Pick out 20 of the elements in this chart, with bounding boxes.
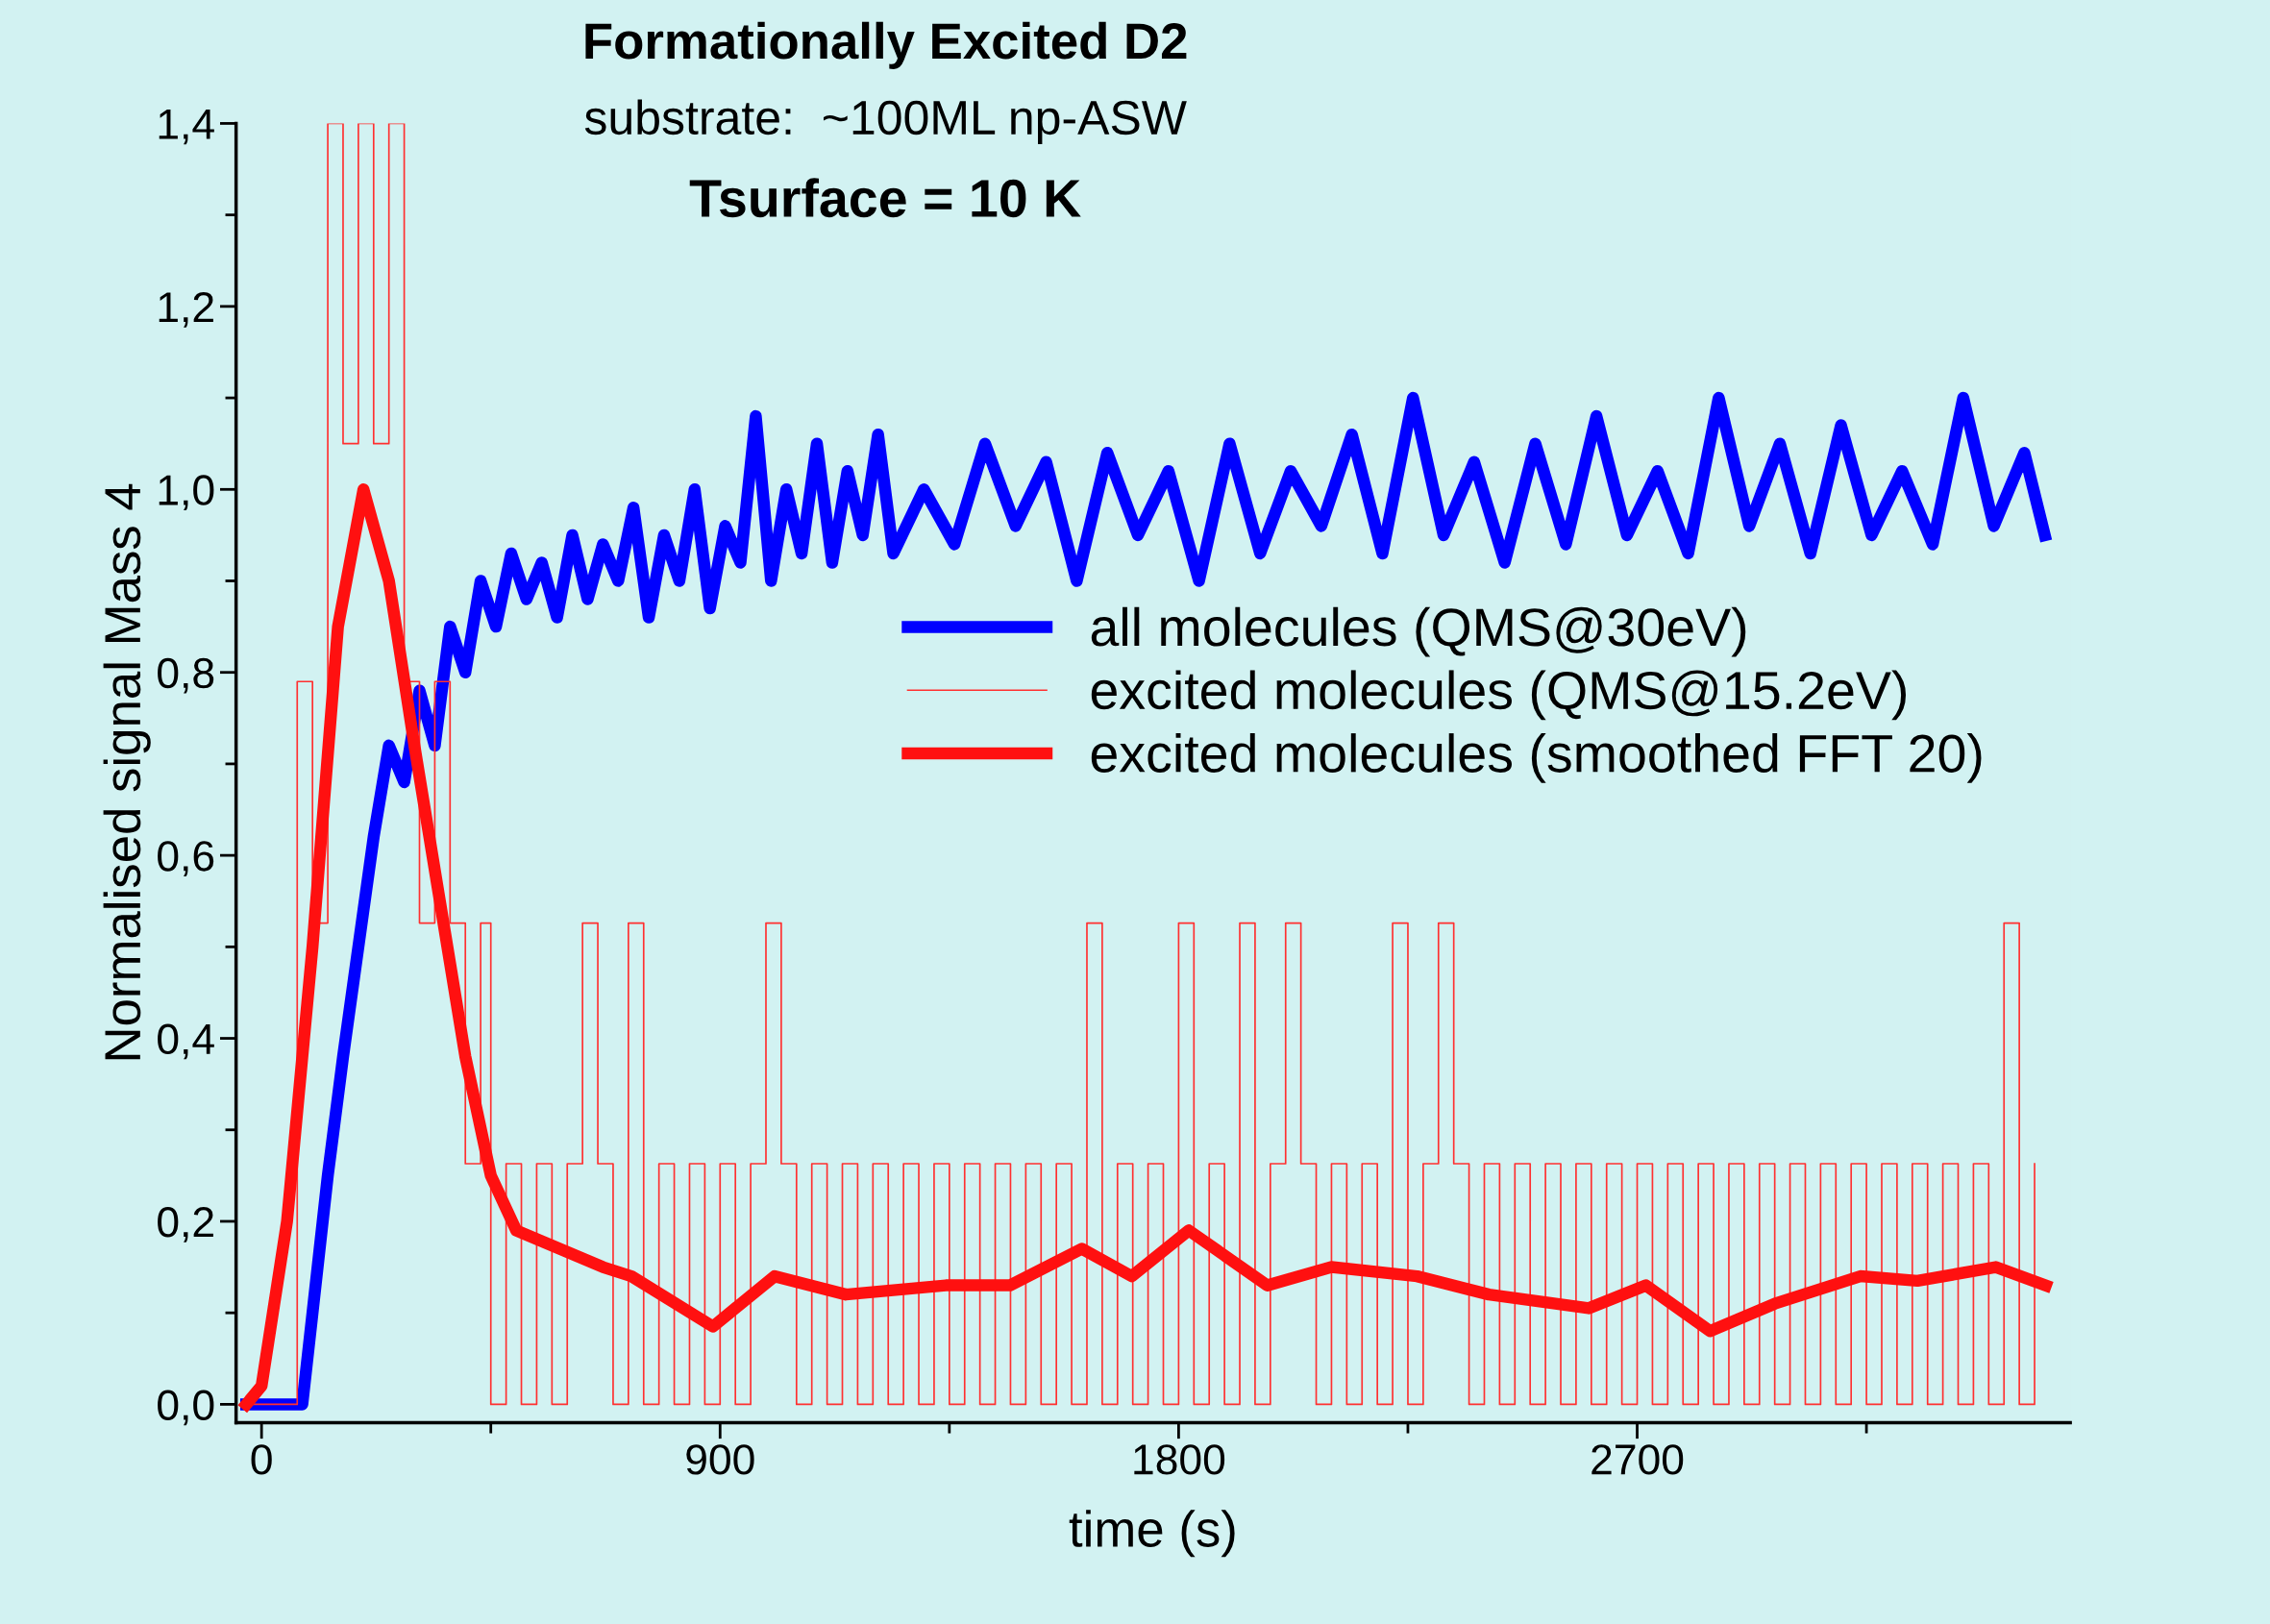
y-tick-label: 0,2 xyxy=(158,1207,213,1243)
y-tick-label: 0,0 xyxy=(158,1390,214,1426)
legend-label: excited molecules (QMS@15.2eV) xyxy=(1091,670,1906,721)
y-tick-label: 0,4 xyxy=(158,1023,214,1060)
x-tick-label: 1800 xyxy=(1134,1444,1225,1475)
legend-label: all molecules (QMS@30eV) xyxy=(1091,606,1746,657)
chart-title: Formationally Excited D2 xyxy=(585,21,1187,69)
legend-label: excited molecules (smoothed FFT 20) xyxy=(1091,733,1982,783)
y-tick-label: 1,4 xyxy=(159,109,214,145)
y-axis-title: Normalised signal Mass 4 xyxy=(103,483,151,1060)
x-tick-label: 2700 xyxy=(1591,1444,1684,1475)
x-tick-label: 900 xyxy=(686,1444,754,1475)
x-tick-label: 0 xyxy=(251,1444,272,1475)
y-tick-label: 1,2 xyxy=(159,291,213,328)
y-tick-label: 0,6 xyxy=(158,841,214,876)
y-tick-label: 0,8 xyxy=(158,657,214,694)
y-tick-label: 1,0 xyxy=(159,475,214,511)
chart-subtitle: substrate: ~100ML np-ASW xyxy=(584,99,1187,145)
x-axis-title: time (s) xyxy=(1069,1510,1235,1558)
annotation: Tsurface = 10 K xyxy=(689,178,1081,218)
